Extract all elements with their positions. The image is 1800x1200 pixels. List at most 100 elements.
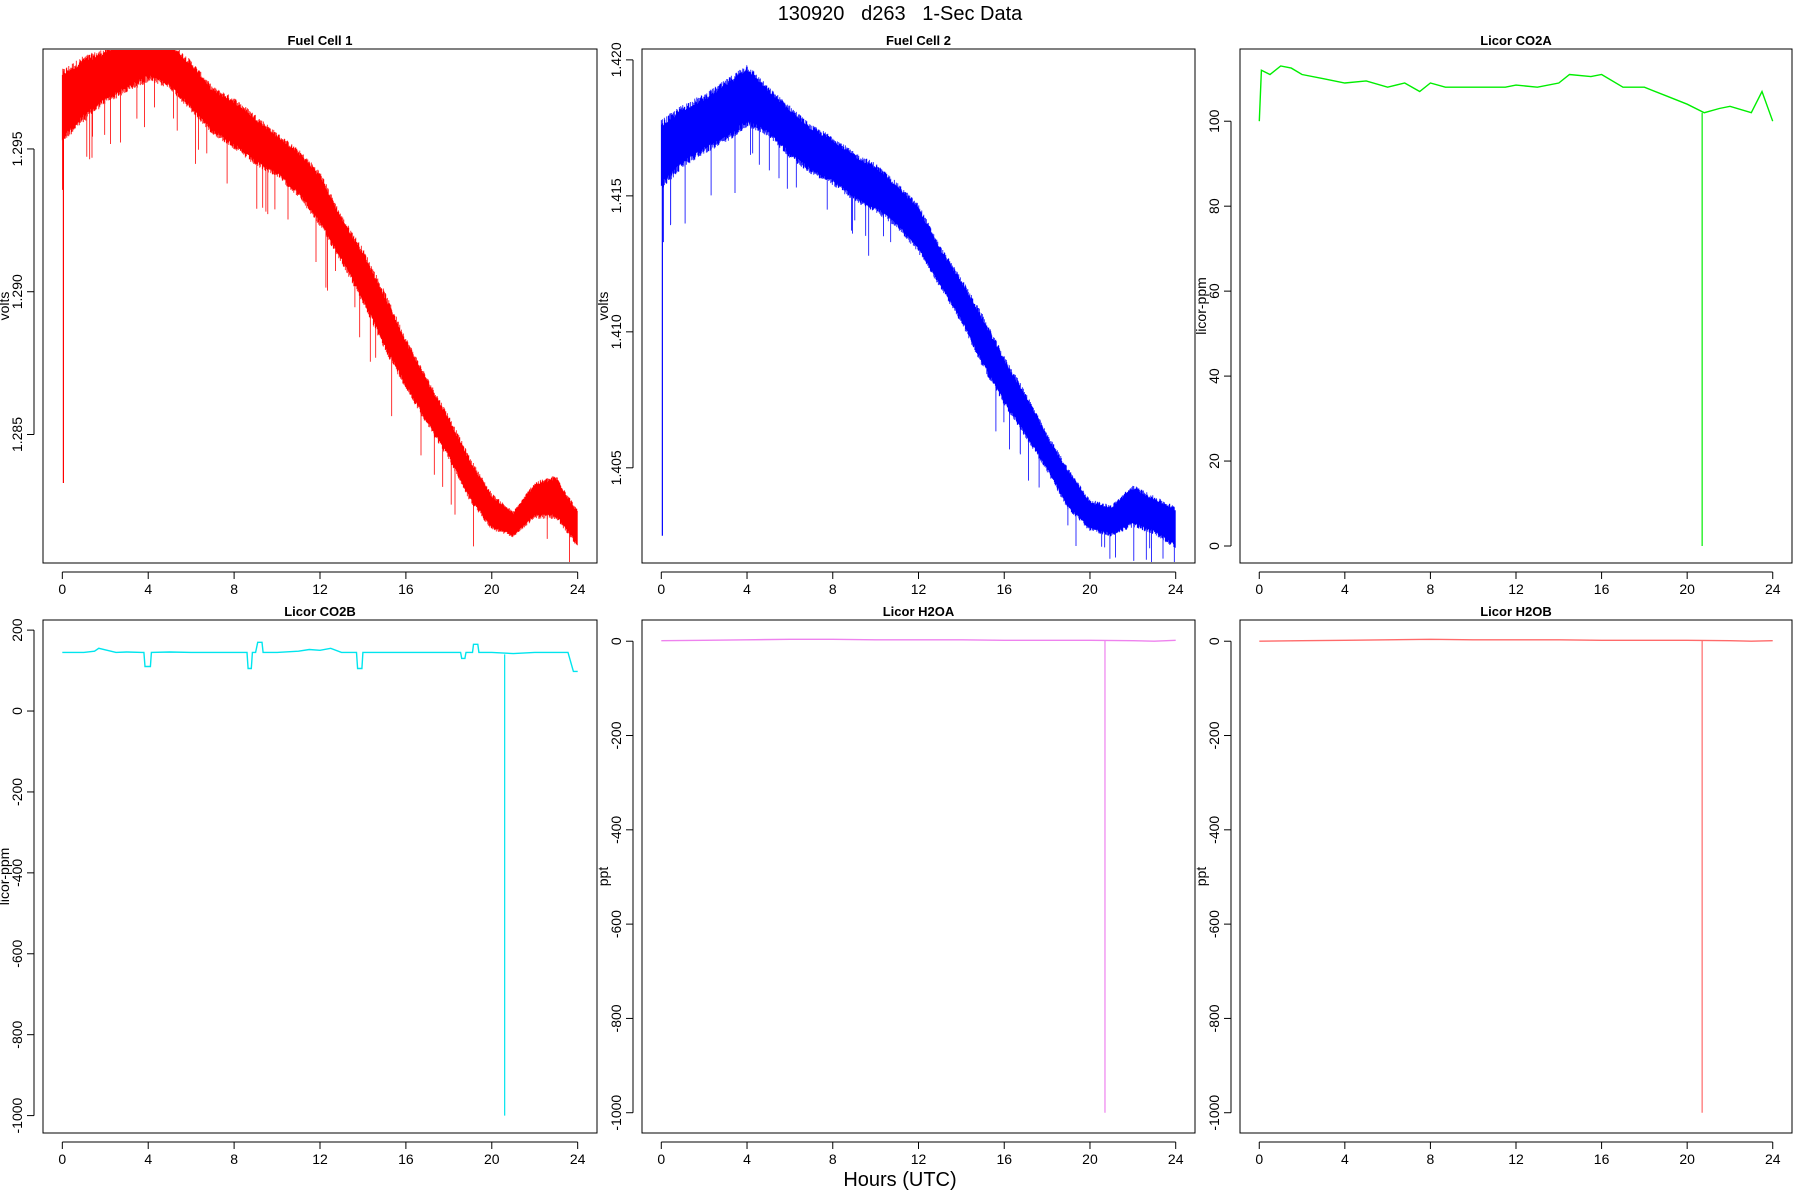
x-tick-label: 0 xyxy=(657,1151,665,1167)
y-tick-label: -600 xyxy=(1206,910,1222,938)
y-tick-label: 40 xyxy=(1206,368,1222,384)
y-axis: -1000 -800 -600 -400 -200 0 xyxy=(608,637,634,1131)
x-tick-label: 16 xyxy=(996,581,1012,597)
series-line xyxy=(62,641,578,673)
x-axis: 0 4 8 12 16 20 24 xyxy=(657,1141,1184,1167)
x-tick-label: 8 xyxy=(829,1151,837,1167)
x-tick-label: 24 xyxy=(570,1151,586,1167)
y-axis: 1.405 1.410 1.415 1.420 xyxy=(608,42,634,485)
x-tick-label: 8 xyxy=(1427,581,1435,597)
x-axis: 0 4 8 12 16 20 24 xyxy=(1255,1141,1781,1167)
y-tick-label: -200 xyxy=(608,721,624,749)
plot-area xyxy=(61,50,578,562)
y-tick-label: 1.405 xyxy=(608,450,624,485)
series-glitches xyxy=(62,76,570,562)
x-tick-label: 20 xyxy=(484,1151,500,1167)
plot-frame xyxy=(641,619,1196,1134)
y-axis: 0 20 40 60 80 100 xyxy=(1206,109,1232,550)
panel-fc2: Fuel Cell 20 4 8 12 16 20 241.4051.4101.4151.4… xyxy=(595,33,1196,597)
x-tick-label: 0 xyxy=(1255,581,1263,597)
y-tick-label: -1000 xyxy=(1206,1095,1222,1131)
x-tick-label: 16 xyxy=(1594,581,1610,597)
x-tick-label: 20 xyxy=(484,581,500,597)
x-tick-label: 12 xyxy=(911,581,927,597)
x-tick-label: 4 xyxy=(144,581,152,597)
y-tick-label: 1.420 xyxy=(608,42,624,77)
y-tick-label: -800 xyxy=(608,1004,624,1032)
y-tick-label: -400 xyxy=(1206,816,1222,844)
y-tick-label: 1.415 xyxy=(608,178,624,213)
panel-title: Fuel Cell 1 xyxy=(287,33,352,48)
y-tick-label: 0 xyxy=(1206,542,1222,550)
page-title: 130920 d263 1-Sec Data xyxy=(777,3,1023,25)
y-tick-label: -200 xyxy=(9,778,25,806)
series-band xyxy=(660,65,1176,548)
y-tick-label: 100 xyxy=(1206,109,1222,133)
x-tick-label: 12 xyxy=(312,581,328,597)
y-tick-label: 1.285 xyxy=(9,417,25,452)
series-line xyxy=(1258,65,1774,122)
x-tick-label: 24 xyxy=(570,581,586,597)
x-axis: 0 4 8 12 16 20 24 xyxy=(58,571,586,597)
y-axis-label: volts xyxy=(0,292,12,321)
plot-frame xyxy=(42,619,598,1134)
y-tick-label: 60 xyxy=(1206,283,1222,299)
x-tick-label: 0 xyxy=(58,1151,66,1167)
x-tick-label: 20 xyxy=(1679,581,1695,597)
y-axis-label: volts xyxy=(595,292,611,321)
x-tick-label: 16 xyxy=(398,1151,414,1167)
y-tick-label: 80 xyxy=(1206,198,1222,214)
x-tick-label: 0 xyxy=(657,581,665,597)
panel-title: Licor H2OB xyxy=(1480,604,1552,619)
x-tick-label: 4 xyxy=(144,1151,152,1167)
plot-area xyxy=(661,638,1176,1113)
y-tick-label: 0 xyxy=(1206,637,1222,645)
x-tick-label: 8 xyxy=(230,581,238,597)
y-tick-label: -1000 xyxy=(608,1095,624,1131)
x-tick-label: 12 xyxy=(911,1151,927,1167)
y-tick-label: 200 xyxy=(9,618,25,642)
x-tick-label: 24 xyxy=(1765,1151,1781,1167)
y-tick-label: 0 xyxy=(608,637,624,645)
series-line xyxy=(661,638,1176,642)
y-tick-label: 20 xyxy=(1206,453,1222,469)
y-tick-label: -600 xyxy=(608,910,624,938)
y-axis-label: ppt xyxy=(1193,867,1209,887)
plot-frame xyxy=(1239,48,1793,564)
y-tick-label: -800 xyxy=(9,1020,25,1048)
panel-title: Licor H2OA xyxy=(883,604,955,619)
x-axis: 0 4 8 12 16 20 24 xyxy=(657,571,1184,597)
y-tick-label: -400 xyxy=(9,859,25,887)
y-axis: -1000 -800 -600 -400 -200 0 200 xyxy=(9,618,35,1134)
panel-co2b: Licor CO2B 0 4 8 12 16 20 24 -1000 -800 -600 -400 -2… xyxy=(0,604,598,1167)
x-axis: 0 4 8 12 16 20 24 xyxy=(58,1141,586,1167)
x-tick-label: 16 xyxy=(1594,1151,1610,1167)
y-tick-label: -600 xyxy=(9,940,25,968)
x-tick-label: 0 xyxy=(1255,1151,1263,1167)
y-tick-label: 1.290 xyxy=(9,274,25,309)
plot-area xyxy=(1258,65,1774,547)
x-tick-label: 20 xyxy=(1082,581,1098,597)
x-tick-label: 12 xyxy=(1508,581,1524,597)
panel-fc1: Fuel Cell 1 0 4 8 12 16 20 24 1.285 1.290 1.295 vol… xyxy=(0,33,598,597)
x-tick-label: 24 xyxy=(1168,581,1184,597)
y-axis: 1.285 1.290 1.295 xyxy=(9,131,35,452)
y-tick-label: -1000 xyxy=(9,1097,25,1133)
plot-frame xyxy=(42,48,598,564)
plot-area xyxy=(62,641,578,1116)
y-tick-label: -400 xyxy=(608,816,624,844)
panel-h2ob: Licor H2OB 0 4 8 12 16 20 24 -1000 -800 -600 -400 -2… xyxy=(1193,604,1793,1167)
plot-area xyxy=(1259,638,1773,1113)
y-axis-label: licor-ppm xyxy=(1193,277,1209,335)
x-tick-label: 20 xyxy=(1679,1151,1695,1167)
series-band xyxy=(61,50,578,546)
x-tick-label: 4 xyxy=(1341,1151,1349,1167)
x-tick-label: 4 xyxy=(743,1151,751,1167)
panel-h2oa: Licor H2OA 0 4 8 12 16 20 24 -1000 -800 -600 -400 -2… xyxy=(595,604,1196,1167)
x-tick-label: 16 xyxy=(398,581,414,597)
x-tick-label: 0 xyxy=(58,581,66,597)
panel-title: Licor CO2B xyxy=(284,604,356,619)
y-tick-label: 1.410 xyxy=(608,314,624,349)
x-axis: 0 4 8 12 16 20 24 xyxy=(1255,571,1781,597)
